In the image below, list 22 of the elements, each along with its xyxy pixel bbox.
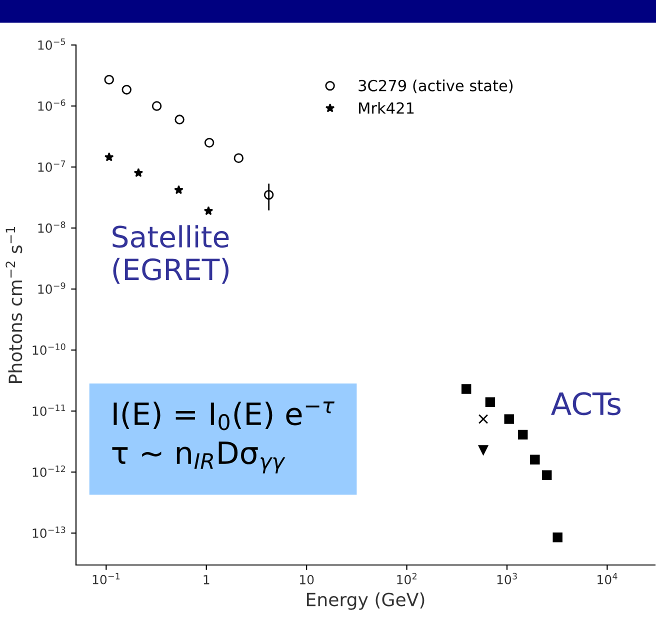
y-axis-title: Photons cm$^{−2}$ s$^{−1}$ [6, 227, 22, 383]
annotation: Satellite (EGRET) [112, 225, 229, 284]
x-tick-label: 10$^{−1}$ [92, 572, 120, 584]
y-tick-label: 10$^{−5}$ [38, 38, 66, 50]
x-tick-label: 10$^{2}$ [397, 572, 416, 584]
y-tick-label: 10$^{−10}$ [32, 343, 66, 355]
x-tick-label: 10$^{3}$ [497, 572, 517, 584]
x-tick-label: 1 [204, 575, 210, 584]
y-tick-label: 10$^{−12}$ [32, 465, 66, 477]
x-axis-title: Energy (GeV) [307, 592, 424, 610]
y-tick-label: 10$^{−13}$ [32, 526, 66, 538]
annotation: ACTs [551, 392, 621, 416]
y-tick-label: 10$^{−6}$ [38, 99, 66, 111]
y-tick-label: 10$^{−7}$ [38, 160, 66, 172]
y-tick-label: 10$^{−8}$ [38, 221, 66, 233]
text: I(E) = I$_{0}$(E) e$^{−τ}$ τ ~ n$_{IR}$Dσ$_{γγ}$ [112, 402, 335, 474]
y-tick-label: 10$^{−9}$ [38, 282, 66, 294]
y-tick-label: 10$^{−11}$ [32, 404, 66, 416]
x-tick-label: 10$^{4}$ [598, 572, 618, 584]
legend-label: 3C279 (active state) [358, 80, 513, 94]
x-tick-label: 10 [300, 574, 314, 584]
legend-label: Mrk421 [359, 102, 414, 114]
